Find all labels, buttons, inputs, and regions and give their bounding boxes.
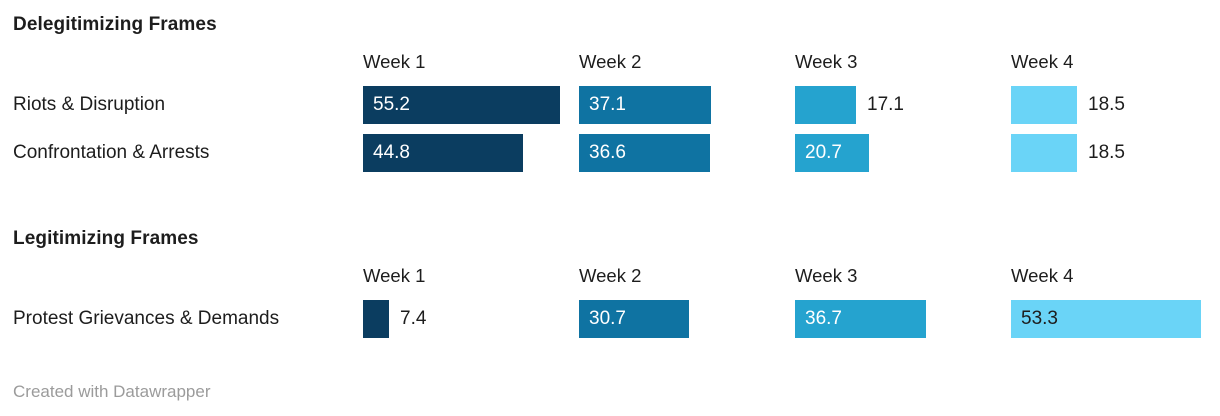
bar (363, 300, 389, 338)
row-label-protest-grievances: Protest Grievances & Demands (13, 308, 280, 329)
bar-cell: 18.5 (1011, 86, 1220, 124)
bar-value: 18.5 (1088, 142, 1125, 163)
column-header-week3: Week 3 (795, 51, 858, 72)
section-legitimizing: Legitimizing Frames Week 1 Week 2 Week 3… (13, 227, 1220, 338)
bar (579, 300, 689, 338)
table-row: Confrontation & Arrests 44.8 36.6 20.7 1… (13, 134, 1220, 172)
bar-cell: 30.7 (579, 300, 795, 338)
bar (363, 134, 523, 172)
bar (1011, 300, 1201, 338)
bar-cell: 55.2 (363, 86, 579, 124)
column-header-week4: Week 4 (1011, 51, 1074, 72)
section-title-delegitimizing: Delegitimizing Frames (13, 14, 217, 35)
column-header-row: Week 1 Week 2 Week 3 Week 4 (13, 265, 1220, 287)
column-header-week1: Week 1 (363, 265, 426, 286)
bar-value: 55.2 (373, 94, 410, 115)
bar-cell: 36.7 (795, 300, 1011, 338)
bar-value: 44.8 (373, 142, 410, 163)
bar-value: 37.1 (589, 94, 626, 115)
bar (363, 86, 560, 124)
bar (795, 134, 869, 172)
section-title-legitimizing: Legitimizing Frames (13, 228, 199, 249)
bar-cell: 53.3 (1011, 300, 1220, 338)
bar (579, 86, 711, 124)
row-label-confrontation-arrests: Confrontation & Arrests (13, 142, 210, 163)
bar-value: 18.5 (1088, 94, 1125, 115)
column-header-week3: Week 3 (795, 265, 858, 286)
bar (1011, 86, 1077, 124)
bar (795, 86, 856, 124)
section-delegitimizing: Delegitimizing Frames Week 1 Week 2 Week… (13, 13, 1220, 172)
bar-value: 20.7 (805, 142, 842, 163)
bar (579, 134, 710, 172)
bar (795, 300, 926, 338)
column-header-week2: Week 2 (579, 265, 642, 286)
bar-value: 36.6 (589, 142, 626, 163)
bar-cell: 20.7 (795, 134, 1011, 172)
bar-cell: 17.1 (795, 86, 1011, 124)
bar-cell: 44.8 (363, 134, 579, 172)
bar-cell: 7.4 (363, 300, 579, 338)
column-header-week1: Week 1 (363, 51, 426, 72)
table-row: Protest Grievances & Demands 7.4 30.7 36… (13, 300, 1220, 338)
bar-cell: 37.1 (579, 86, 795, 124)
row-label-riots-disruption: Riots & Disruption (13, 94, 166, 115)
bar-value: 53.3 (1021, 308, 1058, 329)
table-row: Riots & Disruption 55.2 37.1 17.1 18.5 (13, 86, 1220, 124)
bar-cell: 18.5 (1011, 134, 1220, 172)
bar-cell: 36.6 (579, 134, 795, 172)
datawrapper-credit: Created with Datawrapper (13, 382, 211, 401)
bar (1011, 134, 1077, 172)
column-header-row: Week 1 Week 2 Week 3 Week 4 (13, 51, 1220, 73)
bar-value: 30.7 (589, 308, 626, 329)
bar-value: 7.4 (400, 308, 427, 329)
column-header-week2: Week 2 (579, 51, 642, 72)
bar-value: 36.7 (805, 308, 842, 329)
column-header-week4: Week 4 (1011, 265, 1074, 286)
bar-value: 17.1 (867, 94, 904, 115)
